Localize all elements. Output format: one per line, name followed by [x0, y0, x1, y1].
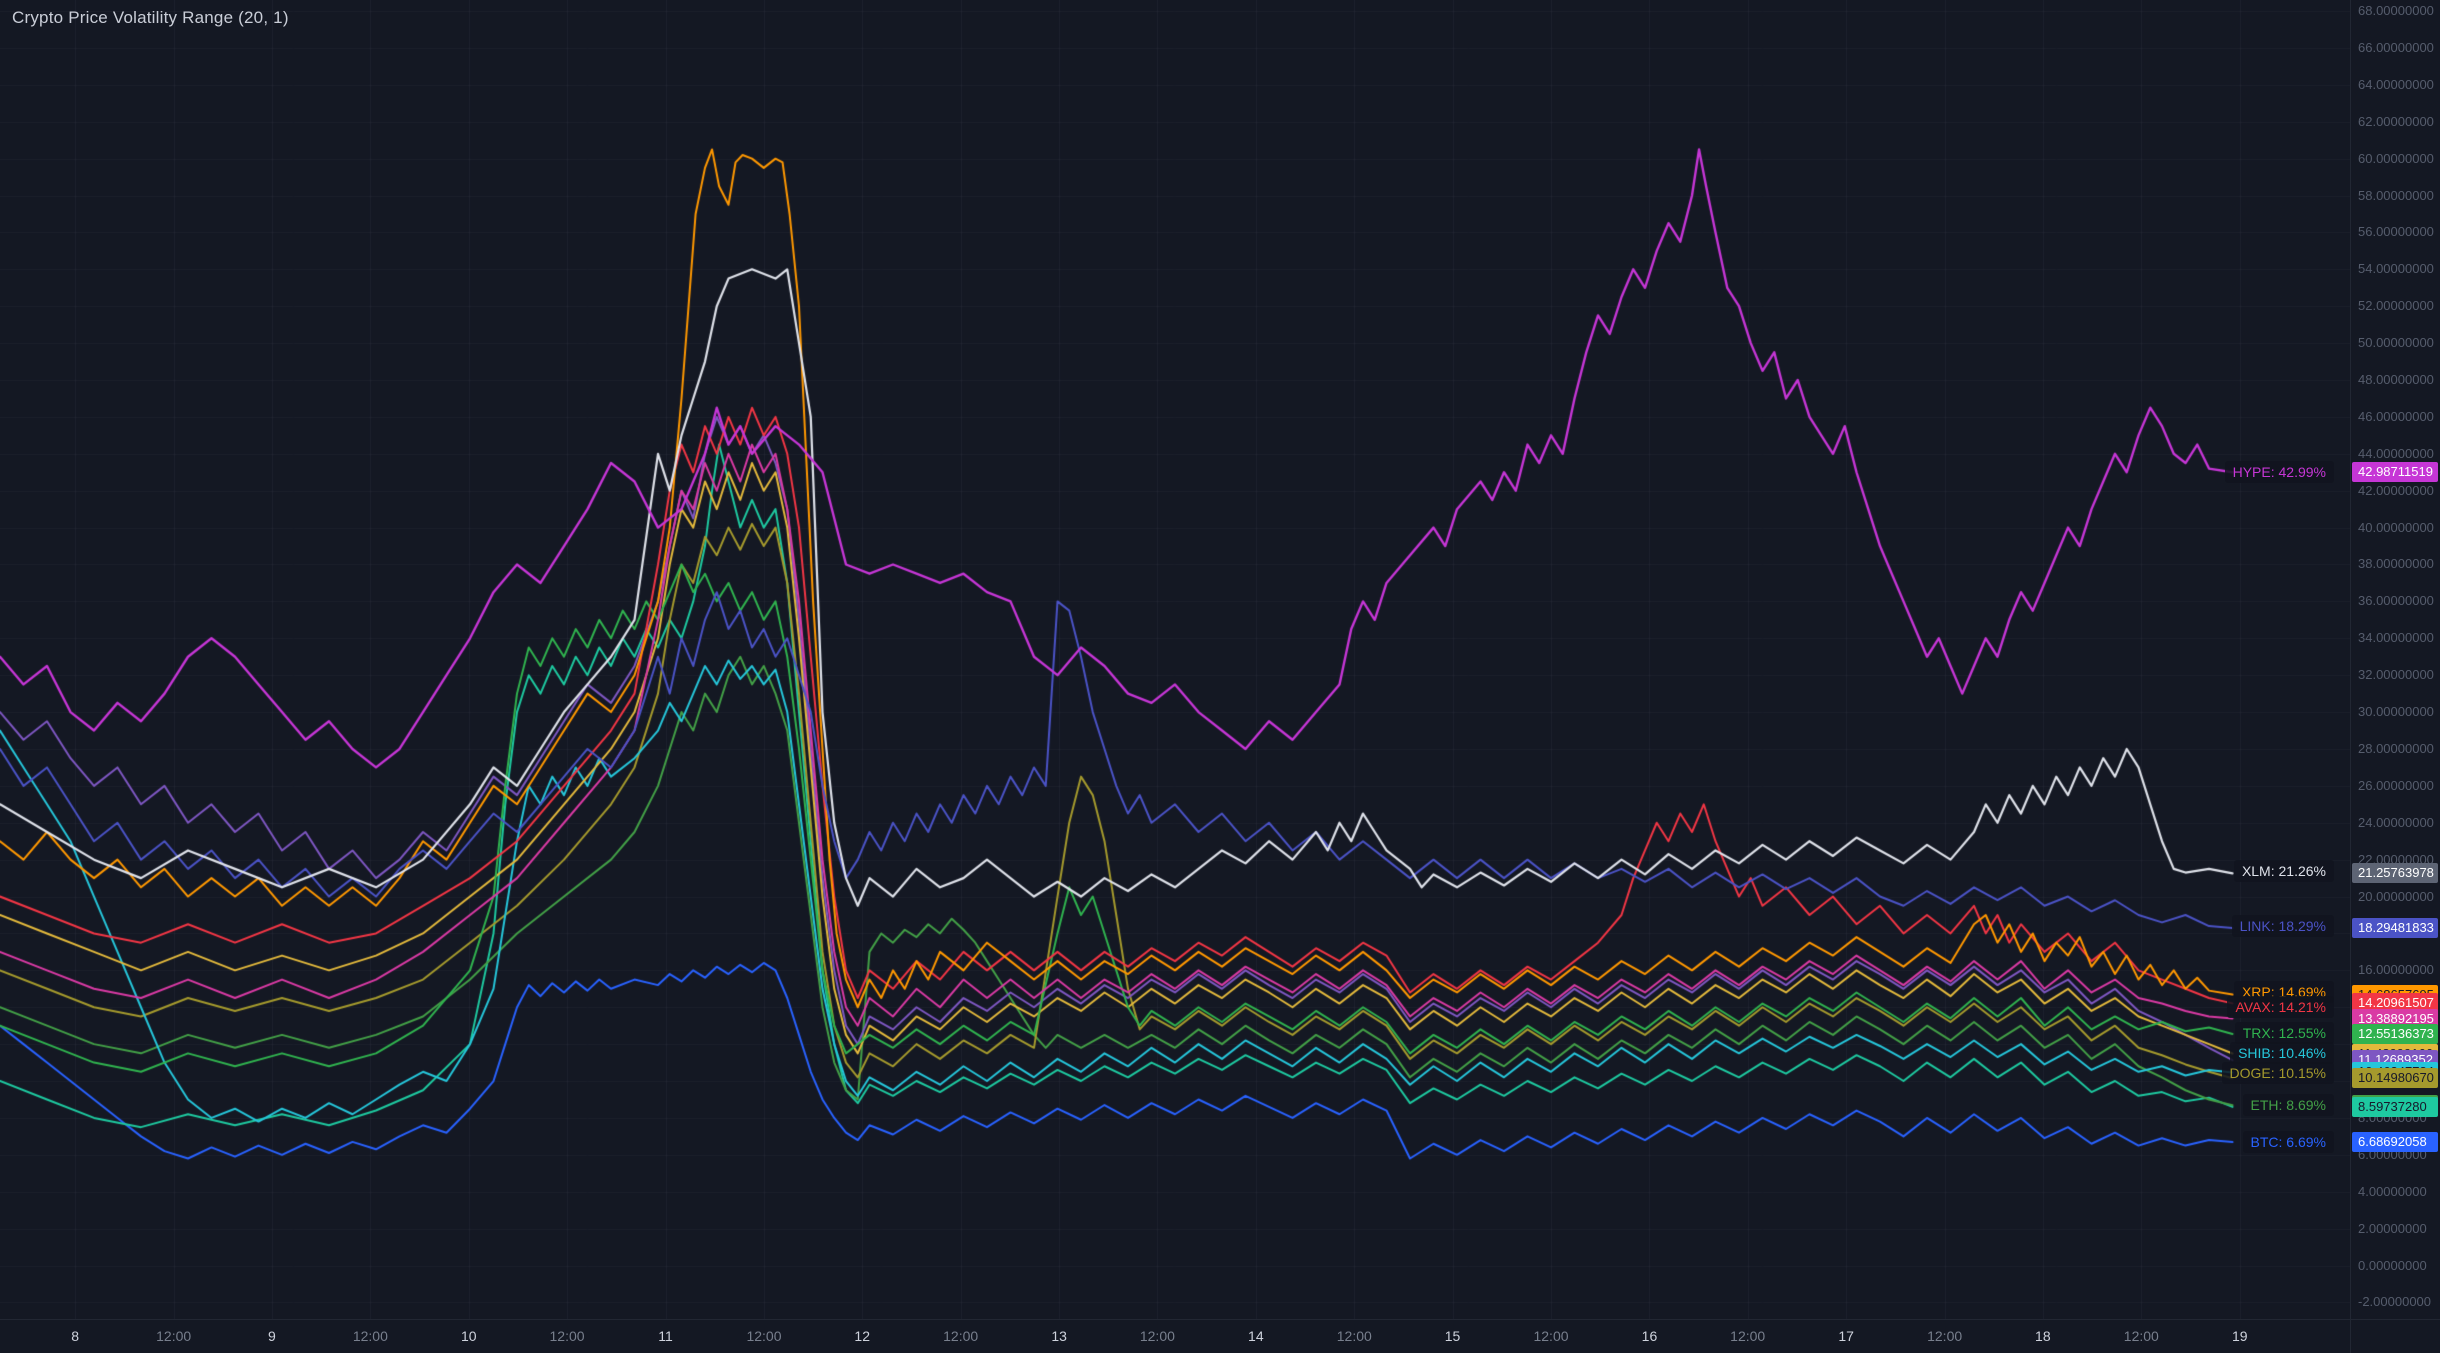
time-tick-label: 19	[2231, 1328, 2248, 1344]
price-tick-label: 50.00000000	[2358, 335, 2434, 351]
indicator-title[interactable]: Crypto Price Volatility Range (20, 1)	[12, 8, 289, 27]
price-tick-label: 58.00000000	[2358, 187, 2434, 203]
price-tick-label: 40.00000000	[2358, 519, 2434, 535]
price-tick-label: 68.00000000	[2358, 3, 2434, 19]
price-axis[interactable]: 68.00000000 66.00000000 64.00000000 62.0000…	[2350, 0, 2440, 1319]
price-tick-label: 20.00000000	[2358, 888, 2434, 904]
time-tick-label: 12:00	[1139, 1328, 1175, 1344]
price-tick-label: 4.00000000	[2358, 1183, 2427, 1199]
time-tick-label: 10	[461, 1328, 477, 1344]
time-tick-label: 12:00	[1336, 1328, 1372, 1344]
price-tick-label: 2.00000000	[2358, 1220, 2427, 1236]
time-tick-label: 12:00	[352, 1328, 388, 1344]
price-chip-btc: 6.68692058	[2352, 1132, 2438, 1153]
series-label-doge: DOGE: 10.15%	[2221, 1061, 2334, 1084]
series-label-xlm: XLM: 21.26%	[2233, 859, 2334, 882]
axis-corner	[2350, 1319, 2440, 1353]
price-chip-link: 18.29481833	[2352, 918, 2438, 938]
price-tick-label: 38.00000000	[2358, 556, 2434, 572]
price-chip-series-6: 13.38892195	[2352, 1008, 2438, 1029]
price-tick-label: 66.00000000	[2358, 39, 2434, 55]
time-tick-label: 17	[1838, 1328, 1854, 1344]
price-tick-label: 24.00000000	[2358, 814, 2434, 830]
time-axis[interactable]: 8 12:00 9 12:00 10 12:00 11 12:00 12 12:00 13 12:00…	[0, 1319, 2350, 1353]
price-chip-doge: 10.14980670	[2352, 1068, 2438, 1089]
price-chip-trx: 12.55136373	[2352, 1023, 2438, 1044]
price-tick-label: 30.00000000	[2358, 704, 2434, 720]
time-tick-label: 12:00	[1533, 1328, 1569, 1344]
time-tick-label: 12	[854, 1328, 870, 1344]
series-label-eth: ETH: 8.69%	[2242, 1094, 2334, 1116]
price-tick-label: 26.00000000	[2358, 777, 2434, 793]
price-tick-label: 36.00000000	[2358, 593, 2434, 609]
price-tick-label: 48.00000000	[2358, 372, 2434, 388]
price-tick-label: -2.00000000	[2358, 1294, 2432, 1310]
time-tick-label: 15	[1444, 1328, 1461, 1344]
price-tick-label: 34.00000000	[2358, 630, 2434, 646]
price-tick-label: 16.00000000	[2358, 962, 2434, 978]
price-chip-hype: 42.98711519	[2352, 462, 2438, 483]
time-tick-label: 9	[267, 1328, 276, 1344]
price-tick-label: 64.00000000	[2358, 76, 2434, 92]
time-tick-label: 12:00	[2123, 1328, 2159, 1344]
series-label-hype: HYPE: 42.99%	[2224, 461, 2334, 484]
price-tick-label: 22.00000000	[2358, 851, 2434, 867]
time-tick-label: 14	[1248, 1328, 1264, 1344]
price-tick-label: 56.00000000	[2358, 224, 2434, 240]
price-tick-label: 42.00000000	[2358, 482, 2434, 498]
price-tick-label: 28.00000000	[2358, 740, 2434, 756]
time-tick-label: 12:00	[156, 1328, 192, 1344]
price-tick-label: 32.00000000	[2358, 667, 2434, 683]
time-tick-label: 8	[71, 1328, 80, 1344]
series-label-link: LINK: 18.29%	[2231, 915, 2334, 938]
plot-area[interactable]: Crypto Price Volatility Range (20, 1) HY…	[0, 0, 2350, 1319]
time-tick-label: 11	[658, 1328, 673, 1344]
price-tick-label: 44.00000000	[2358, 445, 2434, 461]
price-chip-series-13: 8.59737280	[2352, 1096, 2438, 1117]
price-tick-label: 60.00000000	[2358, 150, 2434, 166]
price-tick-label: 52.00000000	[2358, 298, 2434, 314]
time-tick-label: 12:00	[943, 1328, 979, 1344]
price-tick-label: 62.00000000	[2358, 113, 2434, 129]
chart-canvas[interactable]	[0, 0, 2350, 1319]
price-tick-label: 0.00000000	[2358, 1257, 2427, 1273]
price-chip-xlm: 21.25763978	[2352, 863, 2438, 884]
time-tick-label: 16	[1641, 1328, 1658, 1344]
time-tick-label: 12:00	[1927, 1328, 1963, 1344]
time-tick-label: 18	[2035, 1328, 2051, 1344]
time-tick-label: 12:00	[549, 1328, 585, 1344]
price-tick-label: 54.00000000	[2358, 261, 2434, 277]
time-tick-label: 12:00	[746, 1328, 782, 1344]
price-chip-avax: 14.20961507	[2352, 993, 2438, 1014]
indicator-legend[interactable]: Crypto Price Volatility Range (20, 1)	[12, 8, 289, 28]
time-tick-label: 12:00	[1730, 1328, 1766, 1344]
series-label-trx: TRX: 12.55%	[2234, 1022, 2334, 1045]
series-label-avax: AVAX: 14.21%	[2227, 996, 2334, 1019]
time-tick-label: 13	[1051, 1328, 1067, 1344]
series-label-btc: BTC: 6.69%	[2242, 1130, 2334, 1153]
series-label-shib: SHIB: 10.46%	[2230, 1042, 2334, 1065]
price-tick-label: 46.00000000	[2358, 408, 2434, 424]
